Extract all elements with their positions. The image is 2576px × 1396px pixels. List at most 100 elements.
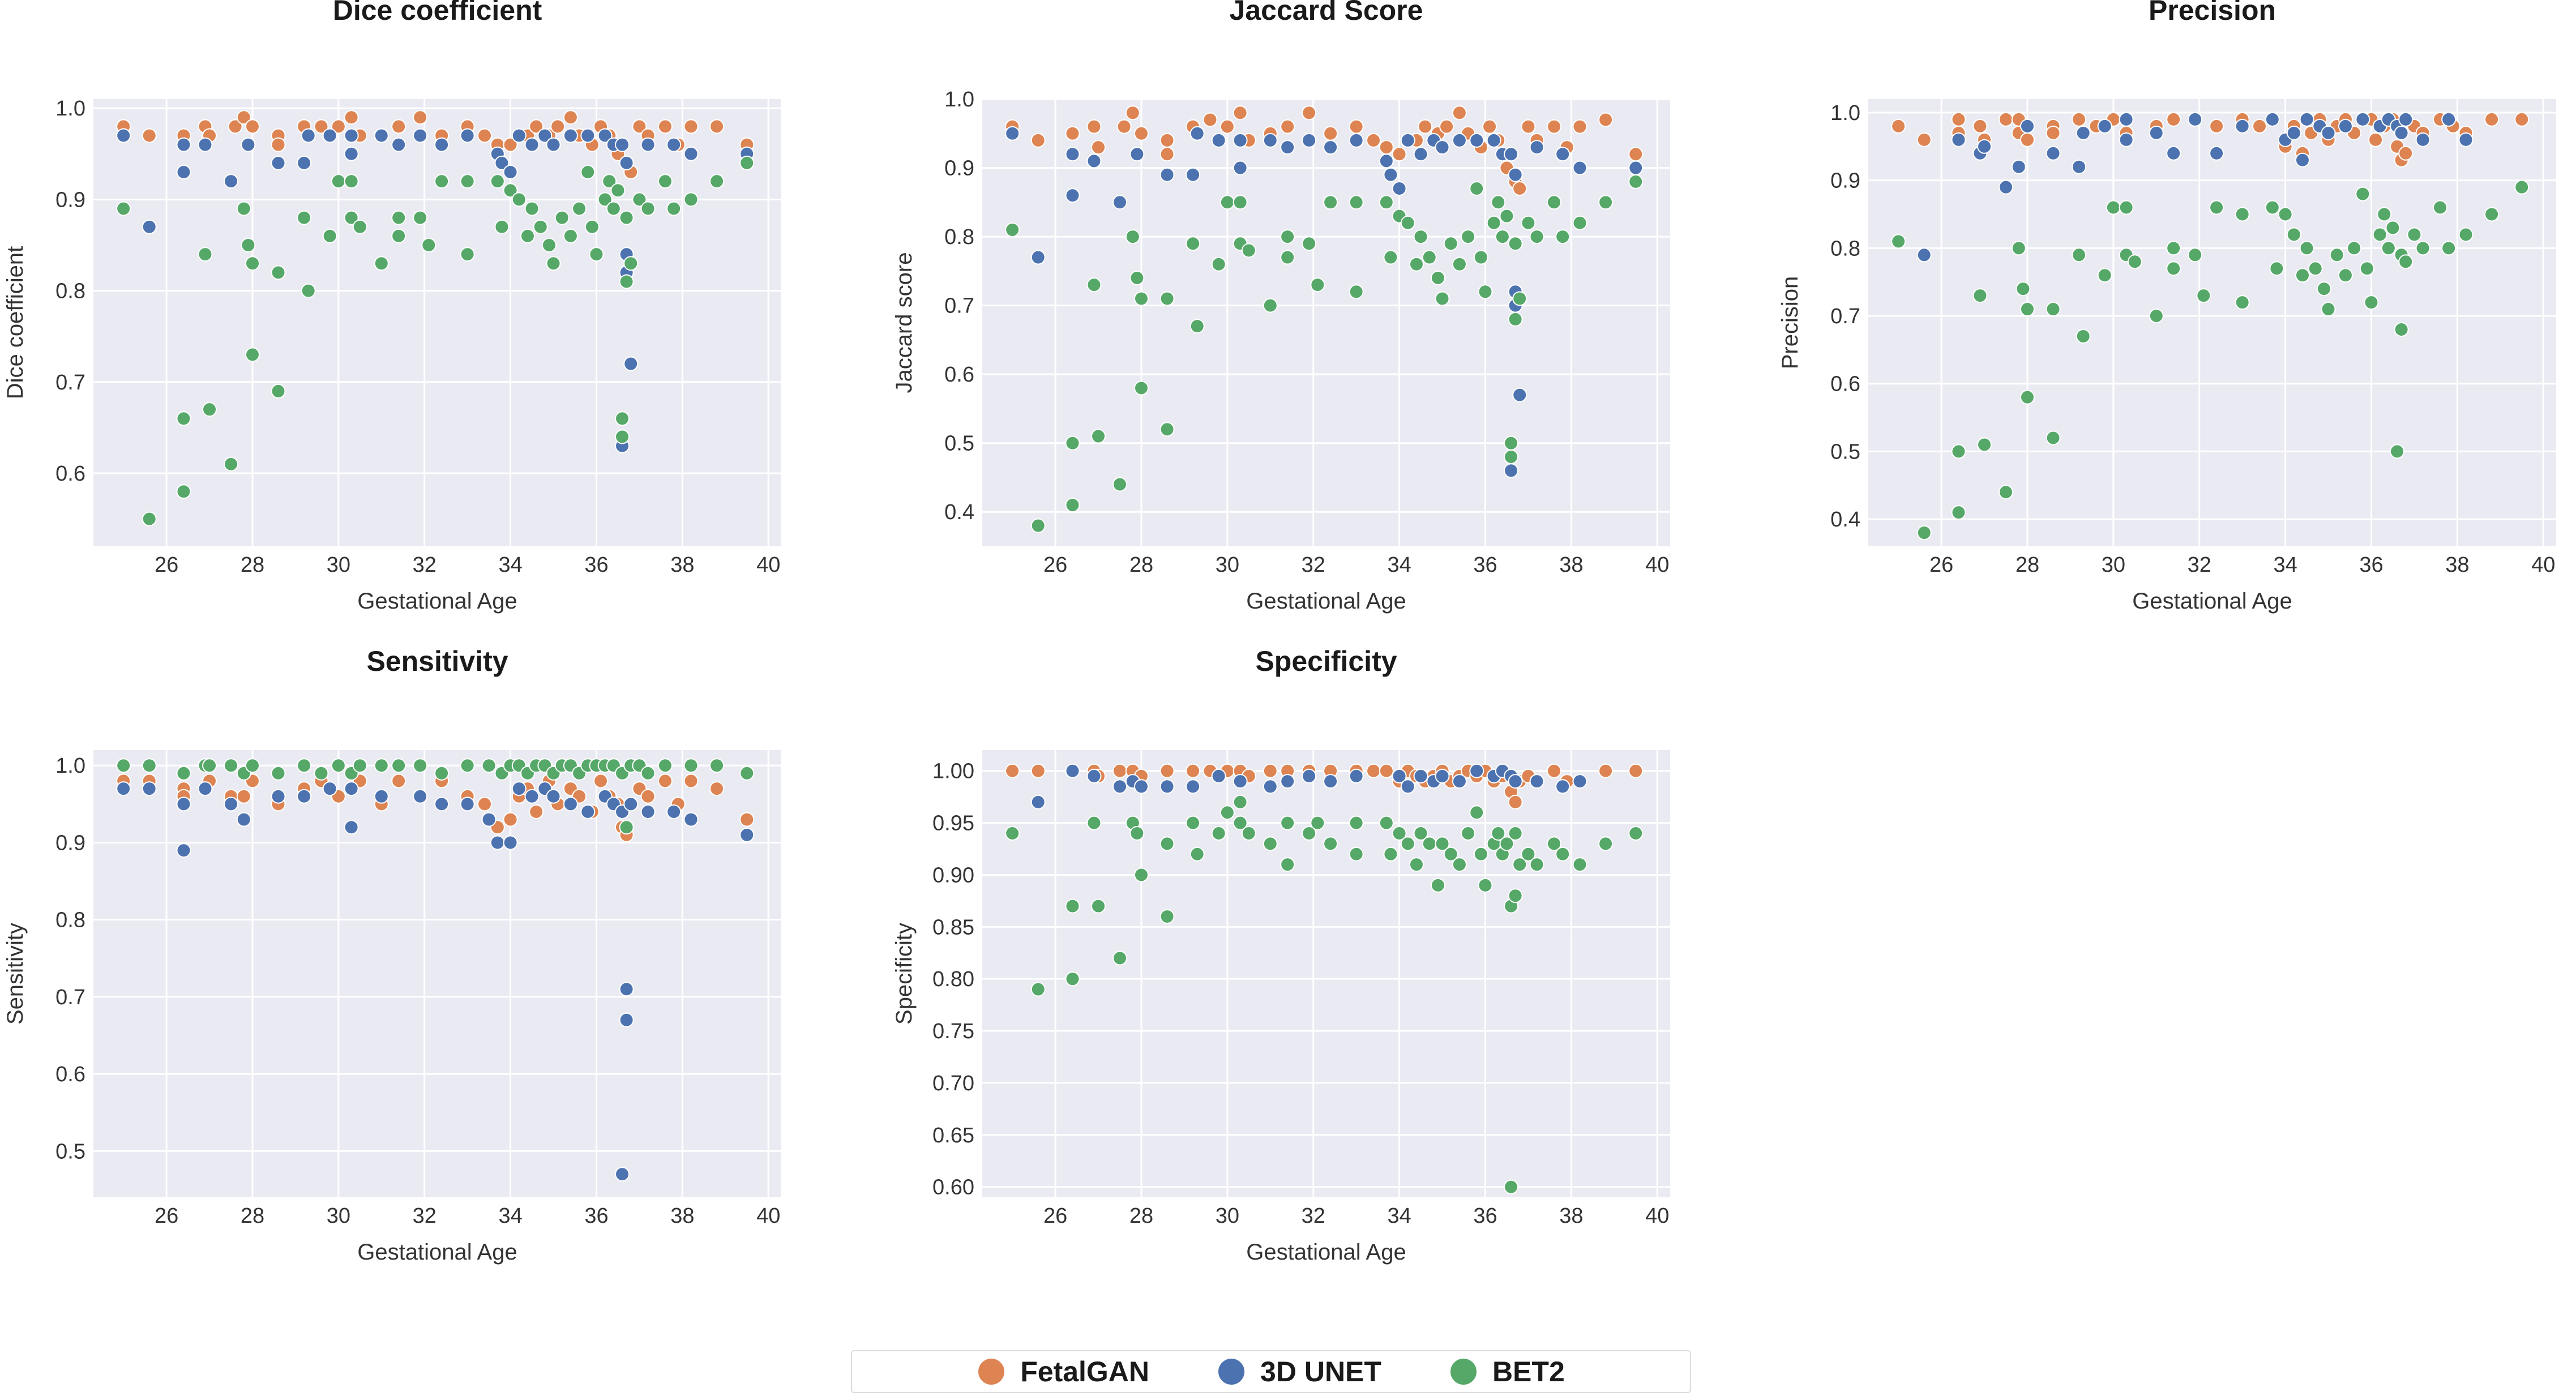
y-tick-label: 0.7	[55, 371, 85, 395]
point-bet2	[494, 219, 510, 234]
point-fetalgan	[1439, 119, 1454, 134]
x-tick-label: 36	[2359, 553, 2383, 577]
point-fetalgan	[142, 128, 157, 143]
point-unet	[481, 812, 497, 827]
legend: FetalGAN 3D UNET BET2	[851, 1350, 1691, 1393]
point-fetalgan	[1512, 181, 1527, 196]
point-unet	[1233, 774, 1248, 789]
y-tick-label: 0.65	[932, 1124, 974, 1147]
point-bet2	[1233, 815, 1248, 830]
point-bet2	[632, 192, 647, 207]
point-bet2	[460, 247, 475, 262]
point-unet	[1508, 167, 1523, 182]
point-bet2	[1555, 846, 1571, 862]
point-unet	[739, 827, 755, 842]
y-tick-label: 0.6	[1830, 372, 1860, 396]
point-bet2	[297, 210, 312, 225]
point-fetalgan	[2514, 112, 2530, 127]
x-tick-label: 38	[670, 553, 694, 577]
point-unet	[1065, 188, 1080, 203]
point-bet2	[1972, 288, 1988, 303]
point-bet2	[1030, 982, 1046, 997]
legend-item-bet2: BET2	[1449, 1355, 1565, 1388]
point-fetalgan	[228, 119, 243, 134]
x-tick-label: 28	[241, 553, 264, 577]
point-unet	[1233, 132, 1248, 148]
series-bet2	[116, 758, 755, 835]
series-bet2	[1891, 179, 2530, 541]
point-bet2	[1508, 236, 1523, 251]
point-unet	[460, 128, 475, 143]
point-unet	[344, 146, 359, 161]
point-bet2	[683, 758, 699, 773]
point-fetalgan	[529, 804, 544, 819]
point-bet2	[2377, 207, 2392, 222]
point-bet2	[615, 429, 630, 444]
point-bet2	[297, 758, 312, 773]
panel-sensitivity: 26 28 30 32 34 36 38 40 0.5 0.6 0.7 0.8 0.9 1.0 Sensit…	[3, 645, 781, 1265]
point-fetalgan	[2368, 132, 2384, 147]
point-fetalgan	[1203, 112, 1218, 127]
point-bet2	[2011, 241, 2026, 256]
point-bet2	[2394, 322, 2409, 337]
point-fetalgan	[314, 119, 329, 134]
point-fetalgan	[550, 119, 566, 134]
point-bet2	[344, 174, 359, 189]
point-bet2	[533, 219, 548, 234]
point-unet	[374, 789, 389, 804]
point-unet	[374, 128, 389, 143]
y-tick-label: 0.4	[1830, 508, 1860, 532]
x-tick-label: 26	[155, 553, 178, 577]
point-fetalgan	[236, 789, 251, 804]
point-bet2	[1211, 825, 1226, 841]
point-fetalgan	[236, 110, 251, 125]
point-bet2	[610, 183, 626, 198]
point-unet	[322, 128, 337, 143]
point-bet2	[352, 758, 367, 773]
point-bet2	[1452, 857, 1467, 872]
point-bet2	[2019, 302, 2035, 317]
point-unet	[391, 137, 406, 152]
point-unet	[1413, 768, 1428, 783]
point-bet2	[1263, 298, 1278, 313]
point-bet2	[142, 758, 157, 773]
x-tick-label: 28	[1129, 1204, 1153, 1228]
point-bet2	[2119, 200, 2134, 215]
x-tick-label: 38	[670, 1204, 694, 1228]
point-unet	[1379, 153, 1394, 169]
point-bet2	[520, 228, 535, 243]
point-unet	[2286, 125, 2301, 140]
point-bet2	[2321, 302, 2336, 317]
point-bet2	[1435, 836, 1450, 851]
point-bet2	[1349, 284, 1364, 299]
y-tick-label: 0.5	[55, 1140, 85, 1163]
legend-label-fetalgan: FetalGAN	[1020, 1356, 1150, 1388]
point-bet2	[1086, 815, 1102, 830]
point-bet2	[2308, 261, 2323, 276]
point-bet2	[657, 758, 673, 773]
x-tick-label: 40	[756, 553, 780, 577]
point-unet	[619, 155, 634, 170]
point-unet	[1572, 774, 1587, 789]
point-unet	[2338, 118, 2353, 134]
point-unet	[1504, 463, 1519, 478]
point-bet2	[271, 383, 286, 399]
y-tick-label: 0.6	[944, 363, 974, 387]
point-fetalgan	[2166, 112, 2181, 127]
point-bet2	[1233, 195, 1248, 210]
point-bet2	[623, 256, 639, 271]
point-bet2	[1159, 291, 1175, 306]
y-tick-label: 0.5	[1830, 440, 1860, 464]
point-bet2	[2269, 261, 2284, 276]
point-fetalgan	[1379, 140, 1394, 155]
point-bet2	[1280, 815, 1295, 830]
point-unet	[198, 137, 213, 152]
x-tick-label: 34	[498, 1204, 522, 1228]
point-unet	[1512, 387, 1527, 402]
x-tick-label: 38	[2445, 553, 2469, 577]
point-bet2	[434, 765, 450, 781]
plot-area	[93, 750, 781, 1197]
point-unet	[301, 128, 316, 143]
point-fetalgan	[1091, 140, 1106, 155]
